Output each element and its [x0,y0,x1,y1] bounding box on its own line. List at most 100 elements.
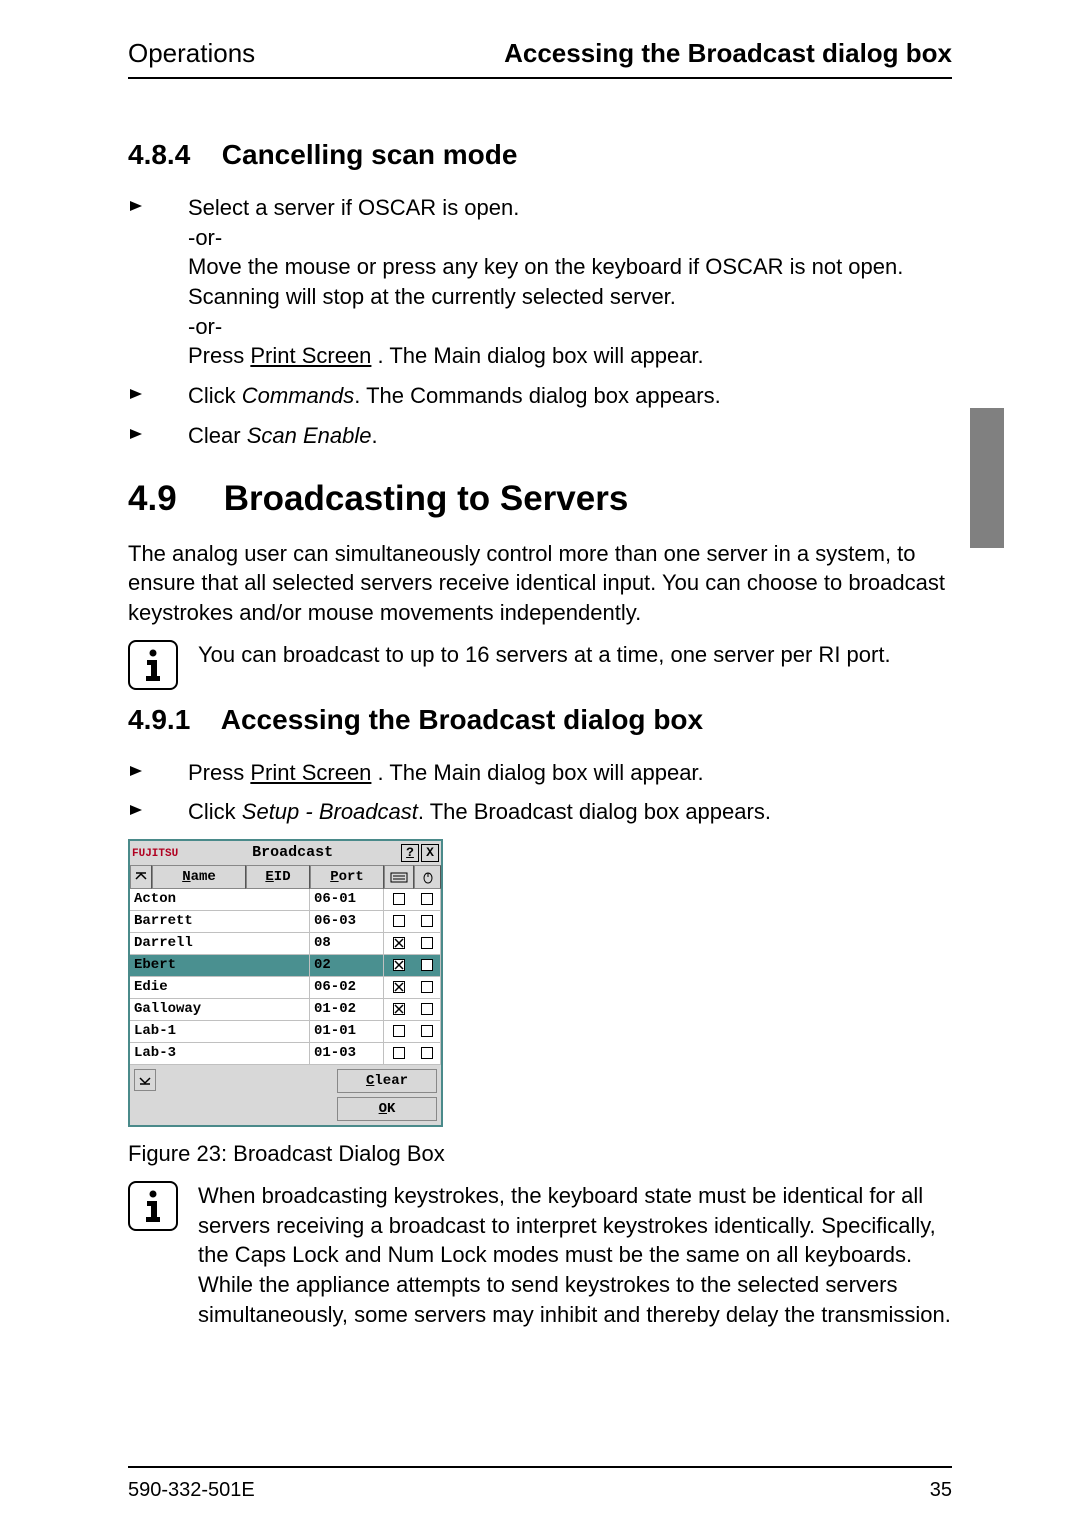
close-button[interactable]: X [421,844,439,862]
figure-caption: Figure 23: Broadcast Dialog Box [128,1141,952,1167]
step-line: Click Commands. The Commands dialog box … [188,381,952,411]
heading-49-number: 4.9 [128,479,214,519]
table-row[interactable]: Barrett06-03 [130,911,441,933]
step-item: Press Print Screen . The Main dialog box… [128,758,952,788]
step-content: Click Commands. The Commands dialog box … [188,381,952,411]
step-item: Click Setup - Broadcast. The Broadcast d… [128,797,952,827]
step-item: Clear Scan Enable. [128,421,952,451]
keyboard-checkbox[interactable] [384,977,414,998]
cell-name: Ebert [130,955,310,976]
table-row[interactable]: Edie06-02 [130,977,441,999]
table-row[interactable]: Lab-301-03 [130,1043,441,1065]
page-number: 35 [930,1479,952,1502]
table-row[interactable]: Lab-101-01 [130,1021,441,1043]
step-line: Click Setup - Broadcast. The Broadcast d… [188,797,952,827]
step-line: Move the mouse or press any key on the k… [188,252,952,311]
info-icon [128,640,178,690]
page-footer: 590-332-501E 35 [128,1479,952,1502]
table-row[interactable]: Darrell08 [130,933,441,955]
keyboard-checkbox[interactable] [384,933,414,954]
step-bullet-icon [128,381,188,411]
scroll-up-button[interactable] [130,865,152,889]
mouse-icon[interactable] [414,865,441,889]
broadcast-dialog: FUJITSU Broadcast ? X Name EID Port Acto… [128,839,443,1127]
cell-port: 01-01 [310,1021,384,1042]
cell-port: 02 [310,955,384,976]
info-box-2: When broadcasting keystrokes, the keyboa… [128,1181,952,1329]
cell-name: Barrett [130,911,310,932]
clear-button[interactable]: Clear [337,1069,437,1093]
mouse-checkbox[interactable] [414,1021,441,1042]
cell-port: 08 [310,933,384,954]
header-section: Accessing the Broadcast dialog box [504,38,952,69]
step-line: -or- [188,223,952,253]
heading-484: 4.8.4 Cancelling scan mode [128,139,952,171]
heading-491-title: Accessing the Broadcast dialog box [221,704,703,735]
cell-port: 06-02 [310,977,384,998]
step-line: Press Print Screen . The Main dialog box… [188,341,952,371]
mouse-checkbox[interactable] [414,1043,441,1064]
cell-name: Galloway [130,999,310,1020]
info-text-1: You can broadcast to up to 16 servers at… [198,640,952,670]
dialog-title-text: Broadcast [184,844,401,861]
cell-name: Edie [130,977,310,998]
mouse-checkbox[interactable] [414,889,441,910]
column-name-header[interactable]: Name [152,865,246,889]
step-line: Select a server if OSCAR is open. [188,193,952,223]
mouse-checkbox[interactable] [414,999,441,1020]
steps-491: Press Print Screen . The Main dialog box… [128,758,952,827]
table-row[interactable]: Acton06-01 [130,889,441,911]
mouse-checkbox[interactable] [414,911,441,932]
scroll-down-button[interactable] [134,1069,156,1091]
mouse-checkbox[interactable] [414,955,441,976]
heading-491-number: 4.9.1 [128,704,214,736]
cell-port: 06-01 [310,889,384,910]
cell-name: Lab-1 [130,1021,310,1042]
steps-484: Select a server if OSCAR is open.-or-Mov… [128,193,952,451]
cell-name: Acton [130,889,310,910]
help-button[interactable]: ? [401,844,419,862]
step-bullet-icon [128,193,188,371]
keyboard-checkbox[interactable] [384,911,414,932]
header-chapter: Operations [128,38,255,69]
keyboard-checkbox[interactable] [384,889,414,910]
step-bullet-icon [128,421,188,451]
dialog-body: Acton06-01Barrett06-03Darrell08Ebert02Ed… [130,889,441,1065]
side-tab [970,408,1004,548]
cell-name: Darrell [130,933,310,954]
broadcast-dialog-figure: FUJITSU Broadcast ? X Name EID Port Acto… [128,839,952,1127]
page-header: Operations Accessing the Broadcast dialo… [128,38,952,79]
info-box-1: You can broadcast to up to 16 servers at… [128,640,952,690]
heading-49-title: Broadcasting to Servers [224,479,629,518]
cell-port: 01-02 [310,999,384,1020]
column-eid-header[interactable]: EID [246,865,310,889]
column-port-header[interactable]: Port [310,865,384,889]
mouse-checkbox[interactable] [414,977,441,998]
cell-port: 06-03 [310,911,384,932]
footer-rule [128,1466,952,1468]
keyboard-checkbox[interactable] [384,955,414,976]
keyboard-checkbox[interactable] [384,1021,414,1042]
table-row[interactable]: Ebert02 [130,955,441,977]
keyboard-checkbox[interactable] [384,999,414,1020]
dialog-footer: Clear OK [130,1065,441,1125]
ok-button[interactable]: OK [337,1097,437,1121]
heading-484-number: 4.8.4 [128,139,214,171]
step-item: Select a server if OSCAR is open.-or-Mov… [128,193,952,371]
cell-name: Lab-3 [130,1043,310,1064]
heading-49: 4.9 Broadcasting to Servers [128,479,952,519]
step-item: Click Commands. The Commands dialog box … [128,381,952,411]
keyboard-icon[interactable] [384,865,414,889]
keyboard-checkbox[interactable] [384,1043,414,1064]
step-content: Clear Scan Enable. [188,421,952,451]
heading-491: 4.9.1 Accessing the Broadcast dialog box [128,704,952,736]
table-row[interactable]: Galloway01-02 [130,999,441,1021]
step-line: Press Print Screen . The Main dialog box… [188,758,952,788]
mouse-checkbox[interactable] [414,933,441,954]
doc-number: 590-332-501E [128,1479,255,1502]
info-icon [128,1181,178,1231]
para-49: The analog user can simultaneously contr… [128,539,952,628]
step-bullet-icon [128,758,188,788]
heading-484-title: Cancelling scan mode [222,139,518,170]
step-content: Click Setup - Broadcast. The Broadcast d… [188,797,952,827]
